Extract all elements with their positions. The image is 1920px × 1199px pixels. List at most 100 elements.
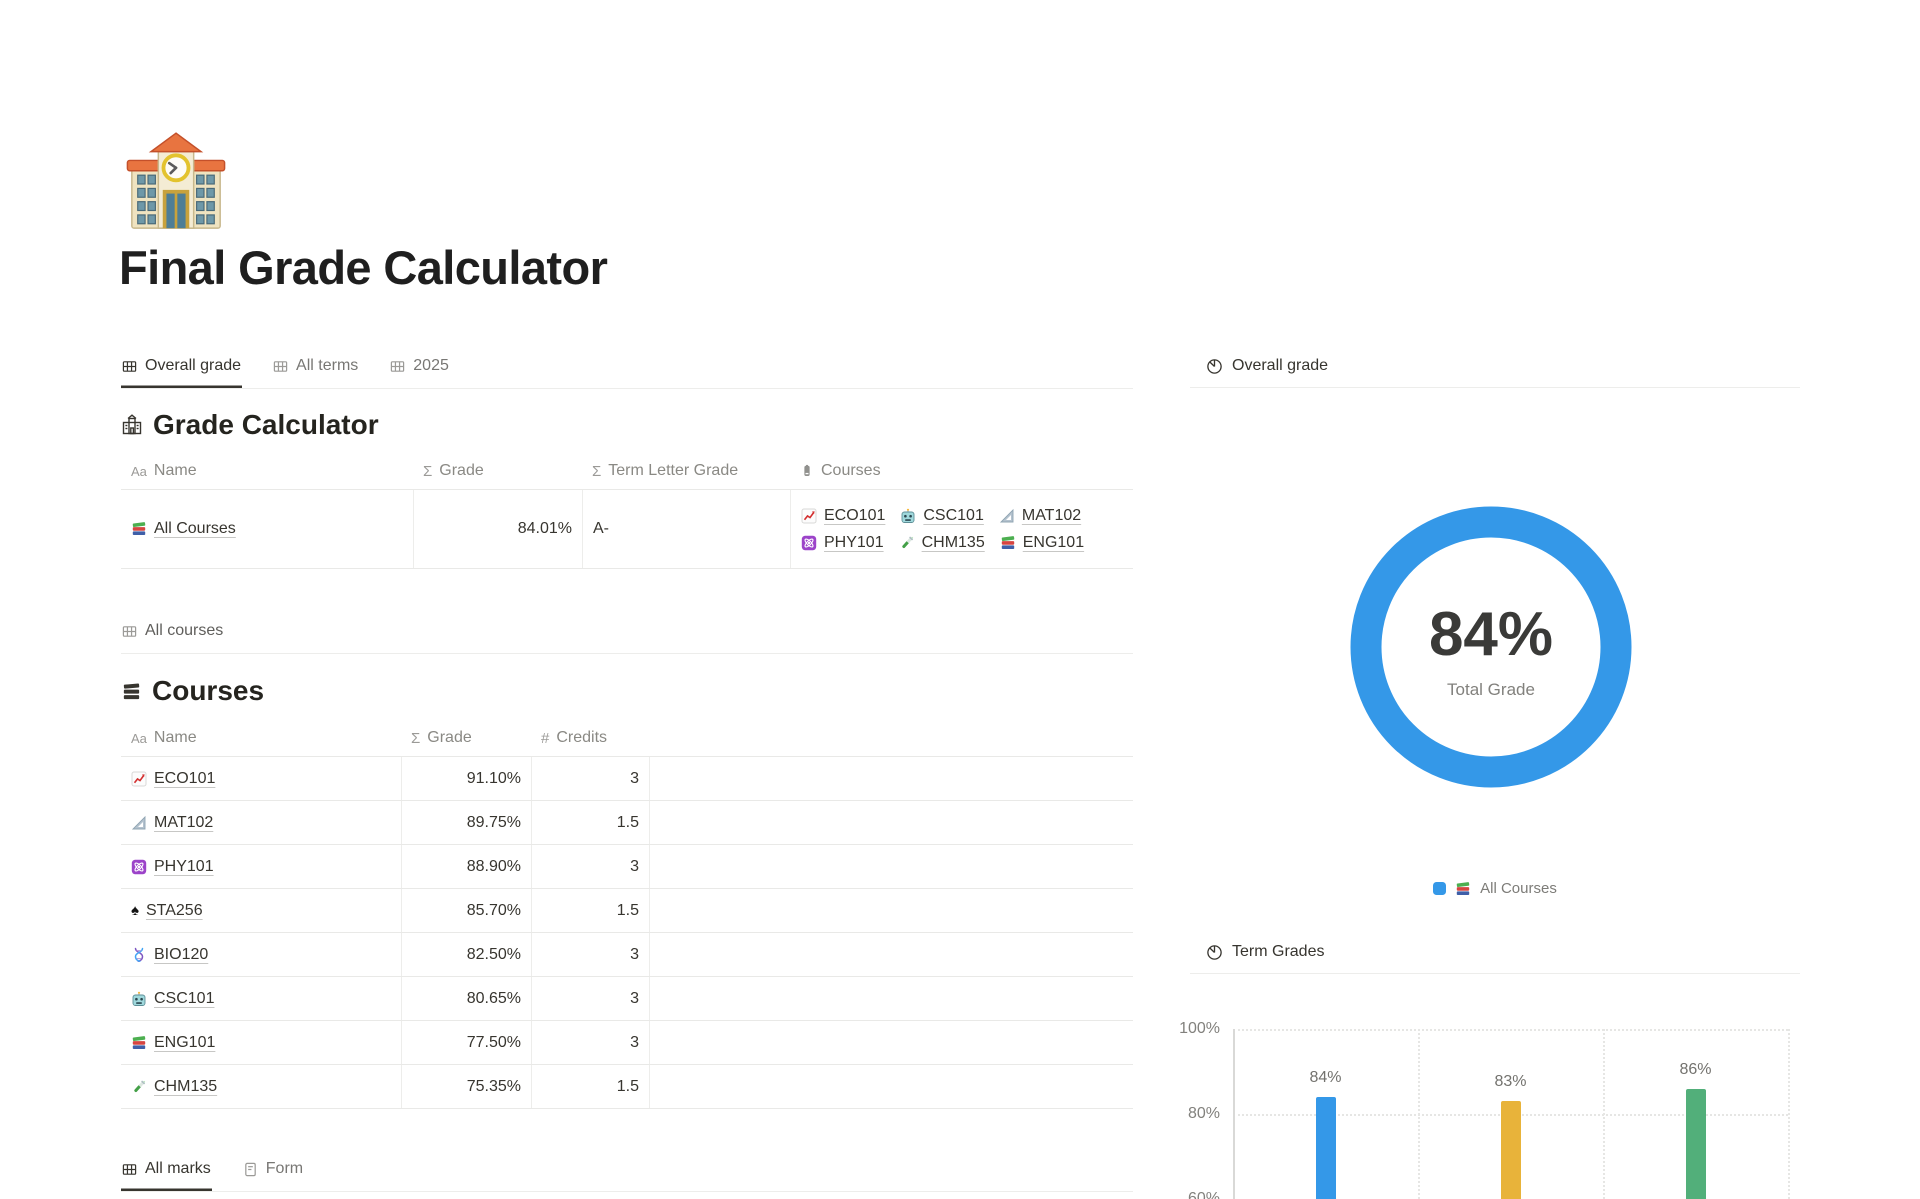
- text-property-icon: Aa: [131, 730, 147, 746]
- course-row-eco101: ECO101 91.10% 3: [121, 756, 1133, 800]
- course-chip-phy101[interactable]: PHY101: [801, 534, 884, 552]
- empty-cell[interactable]: [649, 933, 1133, 976]
- grade-cell[interactable]: 89.75%: [401, 801, 531, 844]
- column-header-grade[interactable]: Σ Grade: [411, 729, 472, 747]
- page-link[interactable]: ♠ STA256: [131, 901, 203, 919]
- empty-cell[interactable]: [649, 889, 1133, 932]
- overall-grade-header[interactable]: Overall grade: [1190, 357, 1800, 388]
- courses-heading[interactable]: Courses: [121, 675, 264, 707]
- v-gridline: [1788, 1029, 1790, 1199]
- tab-all-courses[interactable]: All courses: [121, 622, 224, 653]
- course-row-csc101: CSC101 80.65% 3: [121, 976, 1133, 1020]
- page-link[interactable]: CHM135: [131, 1078, 217, 1096]
- text-property-icon: Aa: [131, 463, 147, 479]
- credits-cell[interactable]: 3: [531, 933, 649, 976]
- course-row-phy101: PHY101 88.90% 3: [121, 844, 1133, 888]
- grade-cell[interactable]: 82.50%: [401, 933, 531, 976]
- course-chip-eng101[interactable]: ENG101: [1000, 534, 1084, 552]
- total-grade-donut: [1331, 487, 1651, 812]
- donut-center-label: Total Grade: [1447, 680, 1535, 699]
- column-header-grade[interactable]: Σ Grade: [423, 462, 484, 480]
- term-grades-header-label: Term Grades: [1232, 943, 1325, 960]
- name-cell[interactable]: BIO120: [121, 933, 401, 976]
- grade-cell[interactable]: 80.65%: [401, 977, 531, 1020]
- column-header-credits[interactable]: # Credits: [541, 729, 608, 747]
- tab-2025[interactable]: 2025: [389, 357, 450, 388]
- credits-cell[interactable]: 1.5: [531, 801, 649, 844]
- page-link[interactable]: ENG101: [131, 1034, 215, 1052]
- term-letter-grade-cell[interactable]: A-: [582, 490, 790, 568]
- empty-cell[interactable]: [649, 1065, 1133, 1108]
- course-chip-mat102[interactable]: MAT102: [999, 507, 1081, 525]
- spade-icon: ♠: [131, 902, 139, 919]
- term-grades-header[interactable]: Term Grades: [1190, 943, 1800, 974]
- grade-cell[interactable]: 75.35%: [401, 1065, 531, 1108]
- legend-label: All Courses: [1480, 880, 1557, 897]
- books-icon: [1455, 881, 1471, 897]
- page-icon[interactable]: [123, 131, 229, 242]
- course-chip-eco101[interactable]: ECO101: [801, 507, 885, 525]
- empty-cell[interactable]: [649, 801, 1133, 844]
- credits-cell[interactable]: 3: [531, 757, 649, 800]
- grade-cell[interactable]: 77.50%: [401, 1021, 531, 1064]
- name-cell[interactable]: CSC101: [121, 977, 401, 1020]
- grade-cell[interactable]: 88.90%: [401, 845, 531, 888]
- chart-legend[interactable]: All Courses: [1190, 880, 1800, 897]
- tab-all-marks[interactable]: All marks: [121, 1160, 212, 1191]
- credits-cell[interactable]: 3: [531, 977, 649, 1020]
- name-cell[interactable]: ♠ STA256: [121, 889, 401, 932]
- grade-cell[interactable]: 91.10%: [401, 757, 531, 800]
- empty-cell[interactable]: [649, 1021, 1133, 1064]
- y-axis-tick: 80%: [1187, 1105, 1220, 1122]
- page-link[interactable]: ECO101: [131, 770, 215, 788]
- name-cell[interactable]: PHY101: [121, 845, 401, 888]
- grade-calculator-heading[interactable]: Grade Calculator: [121, 409, 379, 441]
- empty-cell[interactable]: [649, 977, 1133, 1020]
- page-link[interactable]: PHY101: [131, 858, 214, 876]
- y-axis-line: [1233, 1029, 1235, 1199]
- name-cell[interactable]: All Courses: [121, 490, 413, 568]
- name-cell[interactable]: ECO101: [121, 757, 401, 800]
- atom-icon: [801, 535, 817, 551]
- page-link[interactable]: BIO120: [131, 946, 208, 964]
- name-cell[interactable]: CHM135: [121, 1065, 401, 1108]
- name-cell[interactable]: ENG101: [121, 1021, 401, 1064]
- name-cell[interactable]: MAT102: [121, 801, 401, 844]
- books-icon: [1455, 881, 1471, 897]
- courses-title: Courses: [152, 675, 265, 706]
- donut-center-value: 84%: [1428, 600, 1554, 669]
- page-link[interactable]: CSC101: [131, 990, 214, 1008]
- empty-cell[interactable]: [649, 845, 1133, 888]
- y-axis-tick: 100%: [1179, 1020, 1220, 1037]
- column-header-name[interactable]: Aa Name: [131, 729, 197, 746]
- course-chip-chm135[interactable]: CHM135: [899, 534, 985, 552]
- empty-cell[interactable]: [649, 757, 1133, 800]
- column-header-name[interactable]: Aa Name: [131, 462, 197, 479]
- tab-form[interactable]: Form: [242, 1160, 304, 1191]
- credits-cell[interactable]: 3: [531, 1021, 649, 1064]
- tab-all-terms[interactable]: All terms: [272, 357, 359, 388]
- course-row-mat102: MAT102 89.75% 1.5: [121, 800, 1133, 844]
- tab-label: 2025: [413, 357, 449, 374]
- tab-overall-grade[interactable]: Overall grade: [121, 357, 242, 388]
- course-chip-csc101[interactable]: CSC101: [900, 507, 984, 525]
- grade-calculator-row: All Courses 84.01% A- ECO101 CSC101 MAT102 PHY…: [121, 489, 1133, 569]
- page-link[interactable]: MAT102: [131, 814, 213, 832]
- view-tabs: Overall grade All terms 2025: [121, 357, 1133, 389]
- column-header-term-letter-grade[interactable]: Σ Term Letter Grade: [592, 462, 739, 480]
- bar-value-label: 86%: [1679, 1060, 1712, 1078]
- courses-table: Aa Name Σ Grade # Credits ECO101 91.10% 3 MAT102 8…: [121, 720, 1133, 1109]
- page-icon: [243, 1162, 258, 1177]
- credits-cell[interactable]: 1.5: [531, 889, 649, 932]
- credits-cell[interactable]: 3: [531, 845, 649, 888]
- grade-cell[interactable]: 84.01%: [413, 490, 582, 568]
- tab-label: Overall grade: [145, 357, 242, 374]
- column-header-courses[interactable]: Courses: [790, 453, 1133, 489]
- credits-cell[interactable]: 1.5: [531, 1065, 649, 1108]
- bottom-view-tabs: All marks Form: [121, 1160, 1133, 1192]
- courses-cell[interactable]: ECO101 CSC101 MAT102 PHY101 CHM135 ENG101: [790, 490, 1133, 568]
- tab-label: All terms: [296, 357, 359, 374]
- page-link[interactable]: All Courses: [131, 520, 236, 538]
- page-title[interactable]: Final Grade Calculator: [119, 241, 608, 294]
- grade-cell[interactable]: 85.70%: [401, 889, 531, 932]
